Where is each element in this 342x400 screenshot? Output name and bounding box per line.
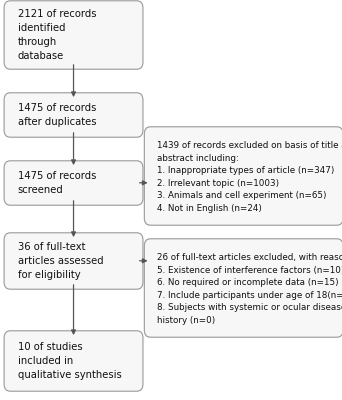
FancyBboxPatch shape (4, 1, 143, 69)
Text: 26 of full-text articles excluded, with reasons:
5. Existence of interference fa: 26 of full-text articles excluded, with … (157, 253, 342, 325)
FancyBboxPatch shape (144, 127, 342, 225)
Text: 1439 of records excluded on basis of title and or
abstract including:
1. Inappro: 1439 of records excluded on basis of tit… (157, 141, 342, 213)
FancyBboxPatch shape (4, 93, 143, 137)
Text: 10 of studies
included in
qualitative synthesis: 10 of studies included in qualitative sy… (18, 342, 121, 380)
Text: 36 of full-text
articles assessed
for eligibility: 36 of full-text articles assessed for el… (18, 242, 103, 280)
Text: 2121 of records
identified
through
database: 2121 of records identified through datab… (18, 9, 96, 61)
FancyBboxPatch shape (4, 161, 143, 205)
FancyBboxPatch shape (144, 239, 342, 337)
Text: 1475 of records
screened: 1475 of records screened (18, 171, 96, 195)
FancyBboxPatch shape (4, 233, 143, 289)
FancyBboxPatch shape (4, 331, 143, 391)
Text: 1475 of records
after duplicates: 1475 of records after duplicates (18, 103, 96, 127)
